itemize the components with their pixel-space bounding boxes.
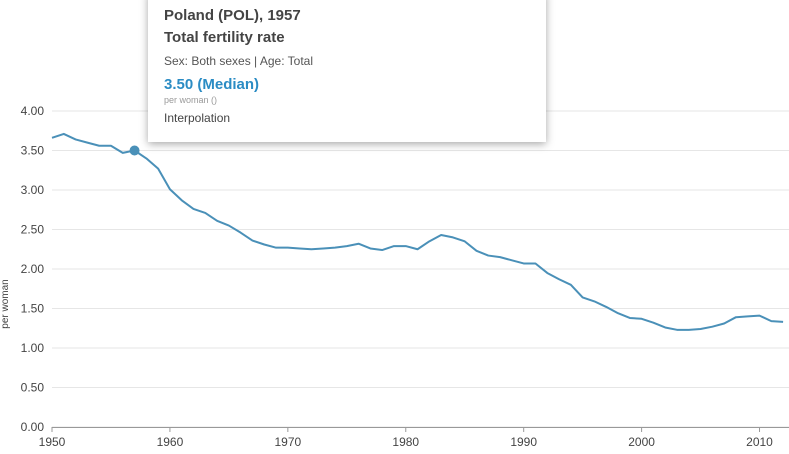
tooltip-heading: Poland (POL), 1957 (164, 7, 301, 24)
y-tick-label: 2.00 (21, 262, 45, 276)
gridlines (52, 110, 789, 428)
x-tick-label: 1960 (157, 435, 184, 449)
x-axis (51, 427, 789, 432)
x-tick-label: 1990 (510, 435, 537, 449)
y-tick-label: 0.50 (21, 381, 45, 395)
x-tick-label: 1970 (274, 435, 301, 449)
x-tick-label: 1950 (39, 435, 66, 449)
tooltip-value: 3.50 (Median) (164, 76, 260, 93)
y-tick-label: 1.50 (21, 302, 45, 316)
x-axis-tick-labels: 1950 1960 1970 1980 1990 2000 2010 (39, 435, 774, 449)
tooltip-unit: per woman () (164, 95, 218, 105)
y-axis-tick-labels: 0.00 0.50 1.00 1.50 2.00 2.50 3.00 3.50 4.00 (21, 104, 45, 434)
x-tick-label: 2000 (628, 435, 655, 449)
x-tick-label: 2010 (746, 435, 773, 449)
y-tick-label: 0.00 (21, 420, 45, 434)
tooltip-indicator: Total fertility rate (164, 29, 285, 46)
y-tick-label: 1.00 (21, 341, 45, 355)
x-tick-label: 1980 (392, 435, 419, 449)
y-tick-label: 2.50 (21, 223, 45, 237)
y-tick-label: 4.00 (21, 104, 45, 118)
highlighted-data-point[interactable] (129, 145, 140, 156)
data-tooltip: Poland (POL), 1957 Total fertility rate … (148, 0, 546, 142)
series-line[interactable] (51, 132, 784, 331)
tooltip-disaggregation: Sex: Both sexes | Age: Total (164, 54, 313, 68)
y-tick-label: 3.00 (21, 183, 45, 197)
y-axis-title: per woman (0, 279, 11, 328)
tooltip-method: Interpolation (164, 111, 231, 125)
y-tick-label: 3.50 (21, 144, 45, 158)
